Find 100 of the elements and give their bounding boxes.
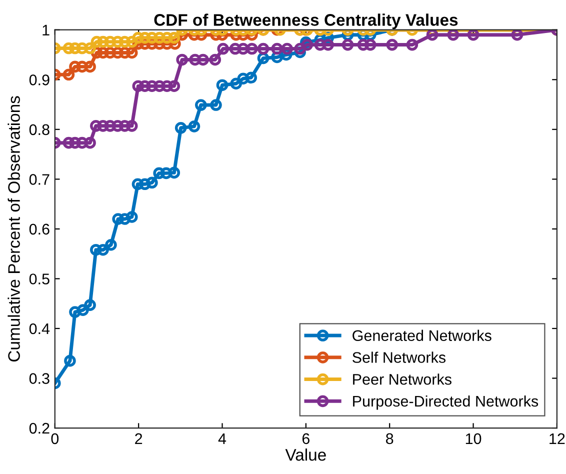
legend-label: Self Networks <box>352 352 446 363</box>
x-tick-label: 0 <box>51 433 59 444</box>
point <box>76 42 88 54</box>
point <box>84 60 96 73</box>
y-tick-label: 0.3 <box>29 373 50 384</box>
point <box>294 42 306 55</box>
point <box>112 120 124 132</box>
point <box>77 304 89 316</box>
point <box>126 211 138 223</box>
point <box>62 68 75 81</box>
point <box>160 167 172 180</box>
point <box>146 80 158 92</box>
point <box>112 46 124 59</box>
point <box>257 42 270 55</box>
point <box>90 120 102 132</box>
point <box>132 32 144 44</box>
point <box>97 244 109 256</box>
point <box>69 60 81 73</box>
point <box>210 99 222 111</box>
point <box>62 136 75 149</box>
y-tick-label: 0.9 <box>29 74 50 86</box>
point <box>69 42 81 54</box>
point <box>386 38 398 51</box>
point <box>138 80 151 92</box>
x-tick-label: 2 <box>135 433 142 444</box>
x-tick-label: 10 <box>466 433 482 444</box>
point <box>76 60 88 73</box>
point <box>104 46 116 59</box>
legend-label: Purpose-Directed Networks <box>353 395 538 410</box>
point <box>126 46 138 59</box>
point <box>112 213 124 225</box>
point <box>138 178 151 190</box>
point <box>104 120 116 132</box>
point <box>112 36 124 48</box>
point <box>447 30 460 41</box>
point <box>69 306 81 318</box>
point <box>281 42 293 55</box>
point <box>138 32 151 44</box>
y-tick-label: 0.7 <box>29 174 50 185</box>
x-tick-label: 12 <box>550 433 565 444</box>
point <box>126 36 138 48</box>
point <box>230 78 242 90</box>
x-axis-title: Value <box>285 448 326 461</box>
point <box>314 38 326 51</box>
point <box>467 30 480 41</box>
point <box>246 42 258 55</box>
point <box>118 120 131 132</box>
point <box>209 54 222 66</box>
point <box>90 36 103 48</box>
point <box>197 54 209 66</box>
point <box>426 30 438 41</box>
point <box>76 136 88 149</box>
y-tick-label: 0.6 <box>29 224 50 235</box>
point <box>69 136 81 149</box>
point <box>511 30 524 41</box>
x-tick-label: 4 <box>218 433 226 444</box>
point <box>126 120 138 132</box>
point <box>154 32 166 44</box>
point <box>97 46 109 59</box>
point <box>229 42 242 55</box>
point <box>90 244 102 256</box>
x-tick-label: 8 <box>386 433 394 444</box>
point <box>364 38 376 51</box>
y-axis-title: Cumulative Percent of Observations <box>8 96 20 362</box>
point <box>189 54 201 66</box>
point <box>118 213 131 225</box>
point <box>342 38 354 51</box>
point <box>161 80 173 92</box>
point <box>146 32 158 44</box>
point <box>168 166 180 179</box>
point <box>105 238 117 251</box>
point <box>237 72 250 85</box>
point <box>161 32 173 44</box>
point <box>271 42 283 55</box>
x-tick-label: 6 <box>302 433 310 444</box>
point <box>406 38 418 51</box>
point <box>132 80 144 92</box>
point <box>97 120 109 132</box>
point <box>146 176 158 189</box>
y-tick-label: 0.5 <box>29 274 50 284</box>
point <box>104 36 116 48</box>
y-tick-label: 0.2 <box>29 422 50 434</box>
point <box>195 99 207 111</box>
point <box>132 178 144 190</box>
point <box>64 354 76 367</box>
point <box>97 36 109 48</box>
point <box>301 38 314 51</box>
point <box>84 136 96 149</box>
legend-label: Generated Networks <box>352 330 492 342</box>
point <box>188 120 200 132</box>
point <box>357 38 370 51</box>
point <box>118 36 131 48</box>
point <box>153 167 165 180</box>
y-tick-label: 0.4 <box>29 323 50 334</box>
point <box>62 42 75 54</box>
point <box>174 122 187 134</box>
legend-label: Peer Networks <box>353 374 452 385</box>
point <box>216 79 228 92</box>
point <box>322 38 334 51</box>
chart-title: CDF of Betweenness Centrality Values <box>154 14 458 30</box>
